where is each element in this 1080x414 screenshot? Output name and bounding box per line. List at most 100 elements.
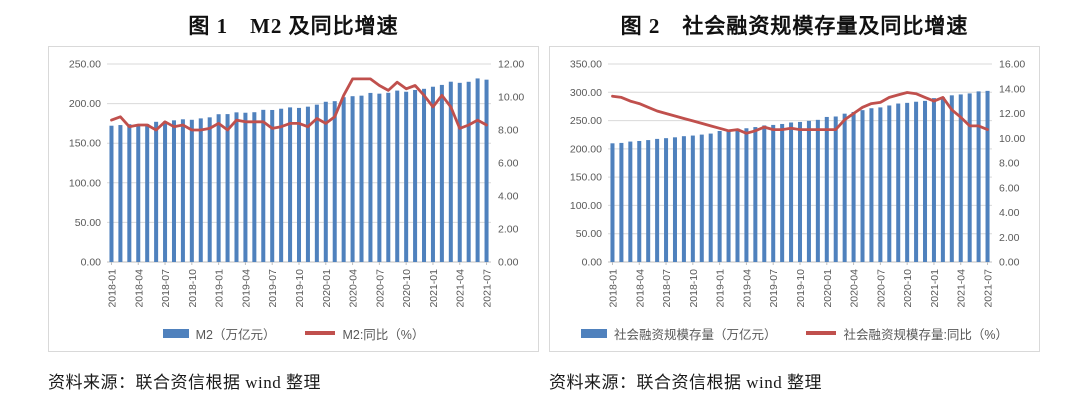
bar xyxy=(905,102,910,262)
bar xyxy=(860,110,865,262)
svg-text:2021-07: 2021-07 xyxy=(482,269,494,308)
svg-text:2019-10: 2019-10 xyxy=(795,269,807,308)
bar xyxy=(923,100,928,262)
bar xyxy=(753,127,758,262)
bar xyxy=(475,78,480,263)
svg-text:12.00: 12.00 xyxy=(999,108,1025,120)
bar xyxy=(681,136,686,262)
svg-text:250.00: 250.00 xyxy=(69,59,101,71)
bar xyxy=(180,119,185,262)
bar xyxy=(610,143,615,262)
bar xyxy=(136,124,141,263)
bar xyxy=(109,125,114,263)
bar xyxy=(234,112,239,262)
svg-text:6.00: 6.00 xyxy=(999,182,1020,194)
bar xyxy=(118,125,123,262)
bar xyxy=(127,124,132,262)
bar xyxy=(225,114,230,262)
svg-text:12.00: 12.00 xyxy=(498,59,524,71)
svg-text:2018-04: 2018-04 xyxy=(133,269,145,308)
bar xyxy=(270,109,275,262)
svg-text:2021-04: 2021-04 xyxy=(455,269,467,308)
bar xyxy=(851,111,856,262)
svg-text:50.00: 50.00 xyxy=(75,217,101,229)
svg-text:2021-01: 2021-01 xyxy=(428,269,440,308)
svg-text:2019-04: 2019-04 xyxy=(741,269,753,308)
bar xyxy=(350,96,355,262)
figure1-chart-panel: 0.00 50.00 100.00 150.00 200.00 250.00 0.00 2.0… xyxy=(48,46,539,352)
bar xyxy=(824,116,829,262)
svg-text:2.00: 2.00 xyxy=(498,224,519,236)
bar xyxy=(466,81,471,262)
bar xyxy=(949,95,954,262)
figure-titles-row: 图 1 M2 及同比增速 图 2 社会融资规模存量及同比增速 xyxy=(0,0,1080,46)
figure2-legend: 社会融资规模存量（万亿元） 社会融资规模存量:同比（%） xyxy=(550,318,1039,348)
bar-series-swatch-icon xyxy=(162,328,189,338)
bar-series-swatch-icon xyxy=(580,328,607,338)
axis-tick-labels: 0.00 50.00 100.00 150.00 200.00 250.00 300.00 3… xyxy=(570,59,1026,269)
svg-text:2018-01: 2018-01 xyxy=(607,269,619,308)
svg-text:2019-01: 2019-01 xyxy=(715,269,727,308)
svg-text:100.00: 100.00 xyxy=(570,200,602,212)
svg-text:2020-10: 2020-10 xyxy=(902,269,914,308)
bar xyxy=(332,101,337,262)
bar xyxy=(288,107,293,262)
svg-text:2019-07: 2019-07 xyxy=(768,269,780,308)
bar xyxy=(976,91,981,262)
svg-text:0.00: 0.00 xyxy=(498,257,519,269)
svg-text:2018-07: 2018-07 xyxy=(661,269,673,308)
bar xyxy=(672,137,677,262)
bar xyxy=(842,113,847,262)
svg-text:2018-10: 2018-10 xyxy=(187,269,199,308)
bar xyxy=(216,114,221,262)
bar xyxy=(780,123,785,262)
bar xyxy=(279,108,284,263)
bar xyxy=(833,116,838,262)
bar xyxy=(931,98,936,262)
svg-text:10.00: 10.00 xyxy=(498,92,524,104)
svg-text:200.00: 200.00 xyxy=(69,98,101,110)
svg-text:14.00: 14.00 xyxy=(999,83,1025,95)
bar xyxy=(735,128,740,262)
axis-tick-labels: 0.00 50.00 100.00 150.00 200.00 250.00 0.00 2.0… xyxy=(69,59,525,269)
svg-text:2021-04: 2021-04 xyxy=(956,269,968,308)
yoy-line-series xyxy=(110,77,488,132)
bar xyxy=(744,128,749,262)
bar xyxy=(887,105,892,262)
bar xyxy=(395,90,400,262)
bar xyxy=(878,107,883,262)
bar xyxy=(619,142,624,262)
bar xyxy=(457,82,462,262)
bar xyxy=(359,95,364,262)
svg-text:4.00: 4.00 xyxy=(498,191,519,203)
bar xyxy=(664,138,669,262)
bar xyxy=(377,93,382,262)
bar xyxy=(771,124,776,263)
bar xyxy=(404,91,409,262)
legend-item-tsf-yoy-line: 社会融资规模存量:同比（%） xyxy=(806,324,1008,343)
bar xyxy=(323,101,328,262)
legend-label: 社会融资规模存量（万亿元） xyxy=(613,327,777,342)
bar xyxy=(439,84,444,262)
bar xyxy=(368,92,373,262)
line-series-swatch-icon xyxy=(806,331,837,335)
bar xyxy=(726,130,731,262)
bar xyxy=(198,118,203,262)
legend-item-tsf-bars: 社会融资规模存量（万亿元） xyxy=(580,324,777,343)
bar xyxy=(869,108,874,262)
svg-text:250.00: 250.00 xyxy=(570,115,602,127)
svg-text:2020-10: 2020-10 xyxy=(401,269,413,308)
bar xyxy=(690,135,695,262)
svg-text:8.00: 8.00 xyxy=(498,125,519,137)
bar xyxy=(296,107,302,262)
bar xyxy=(448,81,453,262)
bar xyxy=(430,86,435,262)
legend-label: M2:同比（%） xyxy=(342,327,425,342)
bar xyxy=(207,117,212,262)
bar xyxy=(985,90,990,262)
svg-text:2020-01: 2020-01 xyxy=(822,269,834,308)
svg-text:350.00: 350.00 xyxy=(570,59,602,71)
bar xyxy=(967,93,972,262)
bar-series xyxy=(109,78,489,263)
